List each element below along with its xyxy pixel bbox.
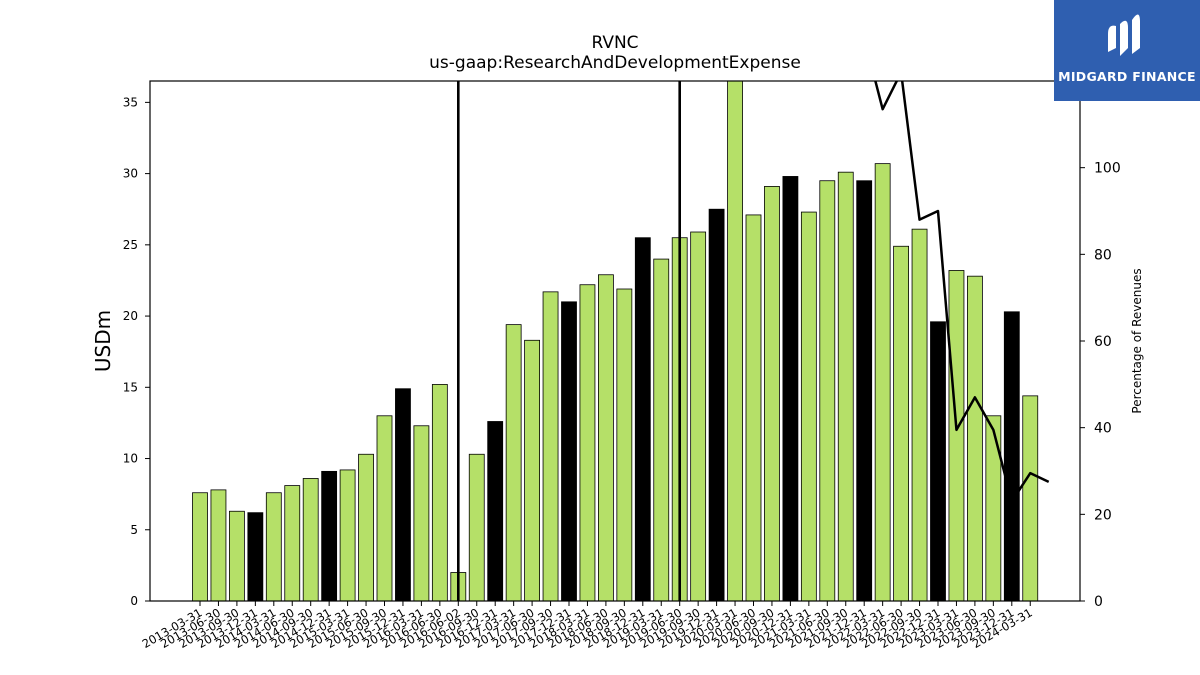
y-tick-label: 30 — [123, 167, 138, 181]
bar-2016-12-31 — [487, 421, 504, 602]
bar-2013-12-31 — [247, 512, 264, 602]
y-tick-label: 25 — [123, 238, 138, 252]
y2-tick-label: 100 — [1094, 161, 1121, 177]
bar-2020-06-30 — [745, 214, 762, 602]
bar-2016-03-31 — [413, 425, 430, 602]
y2-tick-label: 80 — [1094, 247, 1112, 263]
bar-2017-06-30 — [524, 339, 540, 602]
bar-2022-03-31 — [874, 163, 891, 602]
bar-2018-06-30 — [598, 274, 614, 602]
bar-2013-03-31 — [192, 492, 208, 602]
bar-2017-03-31 — [505, 324, 522, 602]
y-axis: 0 5 10 15 20 25 30 35 — [123, 95, 150, 608]
bar-2022-09-30 — [911, 228, 928, 602]
bar-2015-03-31 — [339, 469, 356, 602]
bar-2021-06-30 — [819, 180, 836, 602]
bar-2015-06-30 — [358, 453, 374, 602]
y-tick-label: 15 — [123, 380, 138, 394]
bar-2018-03-31 — [579, 284, 596, 602]
bar-2017-09-30 — [542, 291, 559, 602]
bar-2021-12-31 — [856, 180, 873, 602]
chart-title: RVNC — [591, 33, 638, 53]
y-tick-label: 10 — [123, 452, 138, 466]
bar-2024-03-31 — [1022, 395, 1039, 602]
bar-2023-06-30 — [967, 275, 983, 602]
bar-2016-09-30 — [468, 453, 485, 602]
bar-2023-12-31 — [1003, 311, 1020, 602]
bar-2020-12-31 — [782, 176, 799, 602]
bar-2015-12-31 — [395, 388, 411, 602]
bar-2013-09-30 — [228, 510, 245, 602]
y-tick-label: 20 — [123, 309, 138, 323]
bar-2020-03-31 — [727, 80, 743, 602]
y2-tick-label: 20 — [1094, 507, 1112, 523]
bar-2023-09-30 — [985, 415, 1002, 602]
bar-2018-09-30 — [616, 288, 633, 602]
bar-2016-06-30 — [431, 384, 448, 602]
y-tick-label: 5 — [130, 523, 138, 537]
bar-2013-06-30 — [210, 489, 227, 602]
bar-2017-12-31 — [561, 301, 577, 602]
bar-2022-12-31 — [930, 321, 946, 602]
y-axis-label: USDm — [91, 310, 115, 372]
y2-tick-label: 60 — [1094, 334, 1112, 350]
y2-tick-label: 40 — [1094, 421, 1112, 437]
pct-line-group — [874, 81, 1050, 503]
bar-2023-03-31 — [948, 270, 965, 602]
y-tick-label: 0 — [130, 594, 138, 608]
bar-2014-06-30 — [284, 485, 301, 602]
bar-2018-12-31 — [634, 237, 651, 602]
bar-2020-09-30 — [764, 186, 780, 602]
bar-2021-03-31 — [800, 211, 817, 602]
bar-2021-09-30 — [837, 171, 854, 602]
y2-tick-label: 0 — [1094, 594, 1103, 610]
bar-2014-03-31 — [265, 492, 282, 602]
chart-subtitle: us-gaap:ResearchAndDevelopmentExpense — [429, 53, 801, 73]
spike-lines-group — [456, 81, 682, 601]
bar-2022-06-30 — [893, 245, 909, 602]
bar-2014-09-30 — [302, 478, 319, 602]
midgard-finance-logo-icon — [1108, 14, 1140, 56]
bar-2014-12-31 — [321, 470, 338, 602]
x-axis: 2013-03-312013-06-302013-09-302013-12-31… — [140, 601, 1035, 651]
midgard-finance-logo: MIDGARD FINANCE — [1054, 0, 1200, 101]
logo-text: MIDGARD FINANCE — [1058, 69, 1196, 84]
y-tick-label: 35 — [123, 95, 138, 109]
bar-2019-03-31 — [653, 258, 670, 602]
bar-2019-09-30 — [690, 231, 707, 602]
bar-2019-12-31 — [708, 208, 725, 602]
bar-2015-09-30 — [376, 415, 393, 602]
y2-axis-label: Percentage of Revenues — [1130, 268, 1144, 413]
pct-of-revenues-line — [874, 81, 1050, 503]
y2-axis: 0 20 40 60 80 100 — [1080, 161, 1121, 610]
